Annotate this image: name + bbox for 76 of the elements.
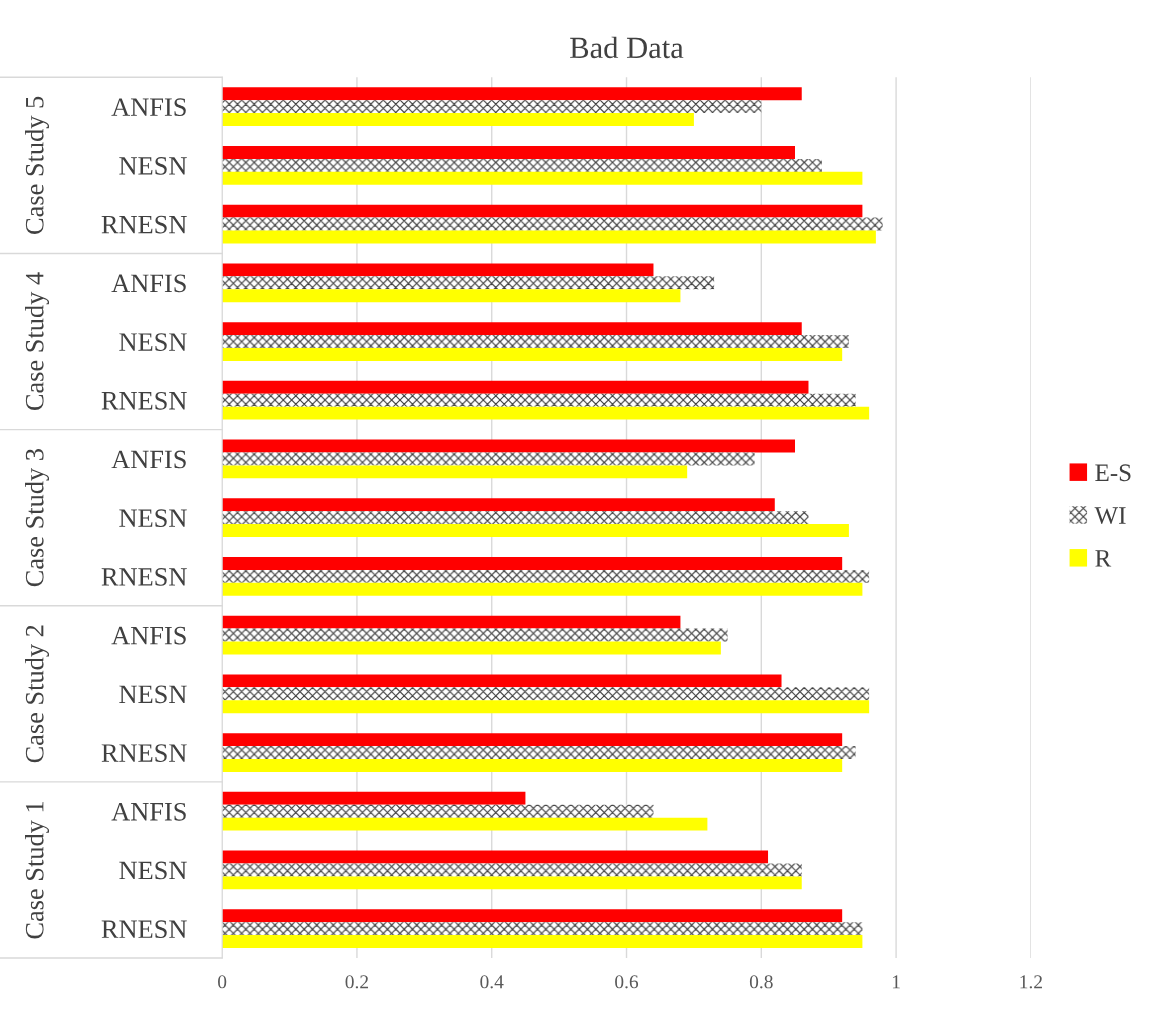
text: Case Study 1 <box>25 801 50 939</box>
bar <box>222 687 870 701</box>
bar <box>222 569 870 583</box>
x-tick-label: 0 <box>218 975 227 989</box>
bar <box>222 556 843 570</box>
bar <box>222 276 715 290</box>
bar <box>222 158 822 172</box>
bar <box>222 100 762 114</box>
bar <box>222 582 863 596</box>
bar <box>222 322 802 336</box>
bar <box>222 230 876 244</box>
bar <box>222 733 843 747</box>
bar <box>222 511 809 525</box>
bar <box>222 700 870 714</box>
bar <box>222 524 849 538</box>
bar <box>222 113 694 127</box>
x-tick-label: 0.2 <box>345 975 369 989</box>
y-tick-label: RNESN <box>101 744 187 762</box>
bar <box>222 204 863 218</box>
bar <box>222 628 728 642</box>
bar <box>222 217 883 231</box>
bar <box>222 393 856 407</box>
bar <box>222 498 775 512</box>
y-tick-label: RNESN <box>101 391 187 410</box>
y-tick-label: ANFIS <box>111 802 186 821</box>
x-tick-label: 0.8 <box>749 975 773 989</box>
y-tick-label: ANFIS <box>111 450 186 469</box>
bar <box>222 171 863 185</box>
bar <box>222 850 769 864</box>
legend-label: E-S <box>1095 464 1131 482</box>
y-tick-label: NESN <box>119 685 187 704</box>
y-tick-label: RNESN <box>101 920 187 939</box>
bar <box>222 347 843 361</box>
bar <box>222 641 721 655</box>
bar <box>222 615 681 629</box>
bar <box>222 674 782 688</box>
x-tick-label: 0.6 <box>615 975 639 989</box>
bar <box>222 406 870 420</box>
y-tick-label: ANFIS <box>111 98 186 117</box>
bar <box>222 804 654 818</box>
y-tick-label: RNESN <box>101 215 187 234</box>
x-tick-label: 0.4 <box>480 975 504 989</box>
bar <box>222 746 856 759</box>
x-tick-label: 1.2 <box>1020 975 1042 989</box>
x-tick-label: 1 <box>892 975 900 989</box>
bar <box>222 380 809 394</box>
chart-title: Bad Data <box>570 36 684 59</box>
bar <box>222 817 708 831</box>
y-tick-label: ANFIS <box>111 274 186 293</box>
bar <box>222 439 795 453</box>
bar <box>222 145 795 159</box>
bar <box>222 758 843 772</box>
bar <box>222 863 802 877</box>
bar <box>222 465 688 479</box>
legend-label: WI <box>1094 507 1126 525</box>
y-tick-label: NESN <box>119 861 187 880</box>
bar <box>222 335 849 348</box>
bar <box>222 87 802 101</box>
bar <box>222 876 802 890</box>
y-tick-label: RNESN <box>101 568 187 586</box>
y-tick-label: NESN <box>119 509 187 528</box>
y-tick-label: NESN <box>119 333 187 351</box>
text: Case Study 5 <box>25 96 50 234</box>
text: Case Study 4 <box>25 272 50 411</box>
bar <box>222 289 681 303</box>
bar <box>222 922 863 936</box>
text: Case Study 3 <box>25 449 50 587</box>
y-tick-label: ANFIS <box>111 626 186 645</box>
bar <box>222 452 755 466</box>
bar <box>222 935 863 949</box>
bar <box>222 909 843 923</box>
y-tick-label: NESN <box>119 157 187 175</box>
legend-label: R <box>1095 550 1112 567</box>
bar <box>222 791 526 805</box>
bar <box>222 263 654 277</box>
text: Case Study 2 <box>25 625 50 763</box>
